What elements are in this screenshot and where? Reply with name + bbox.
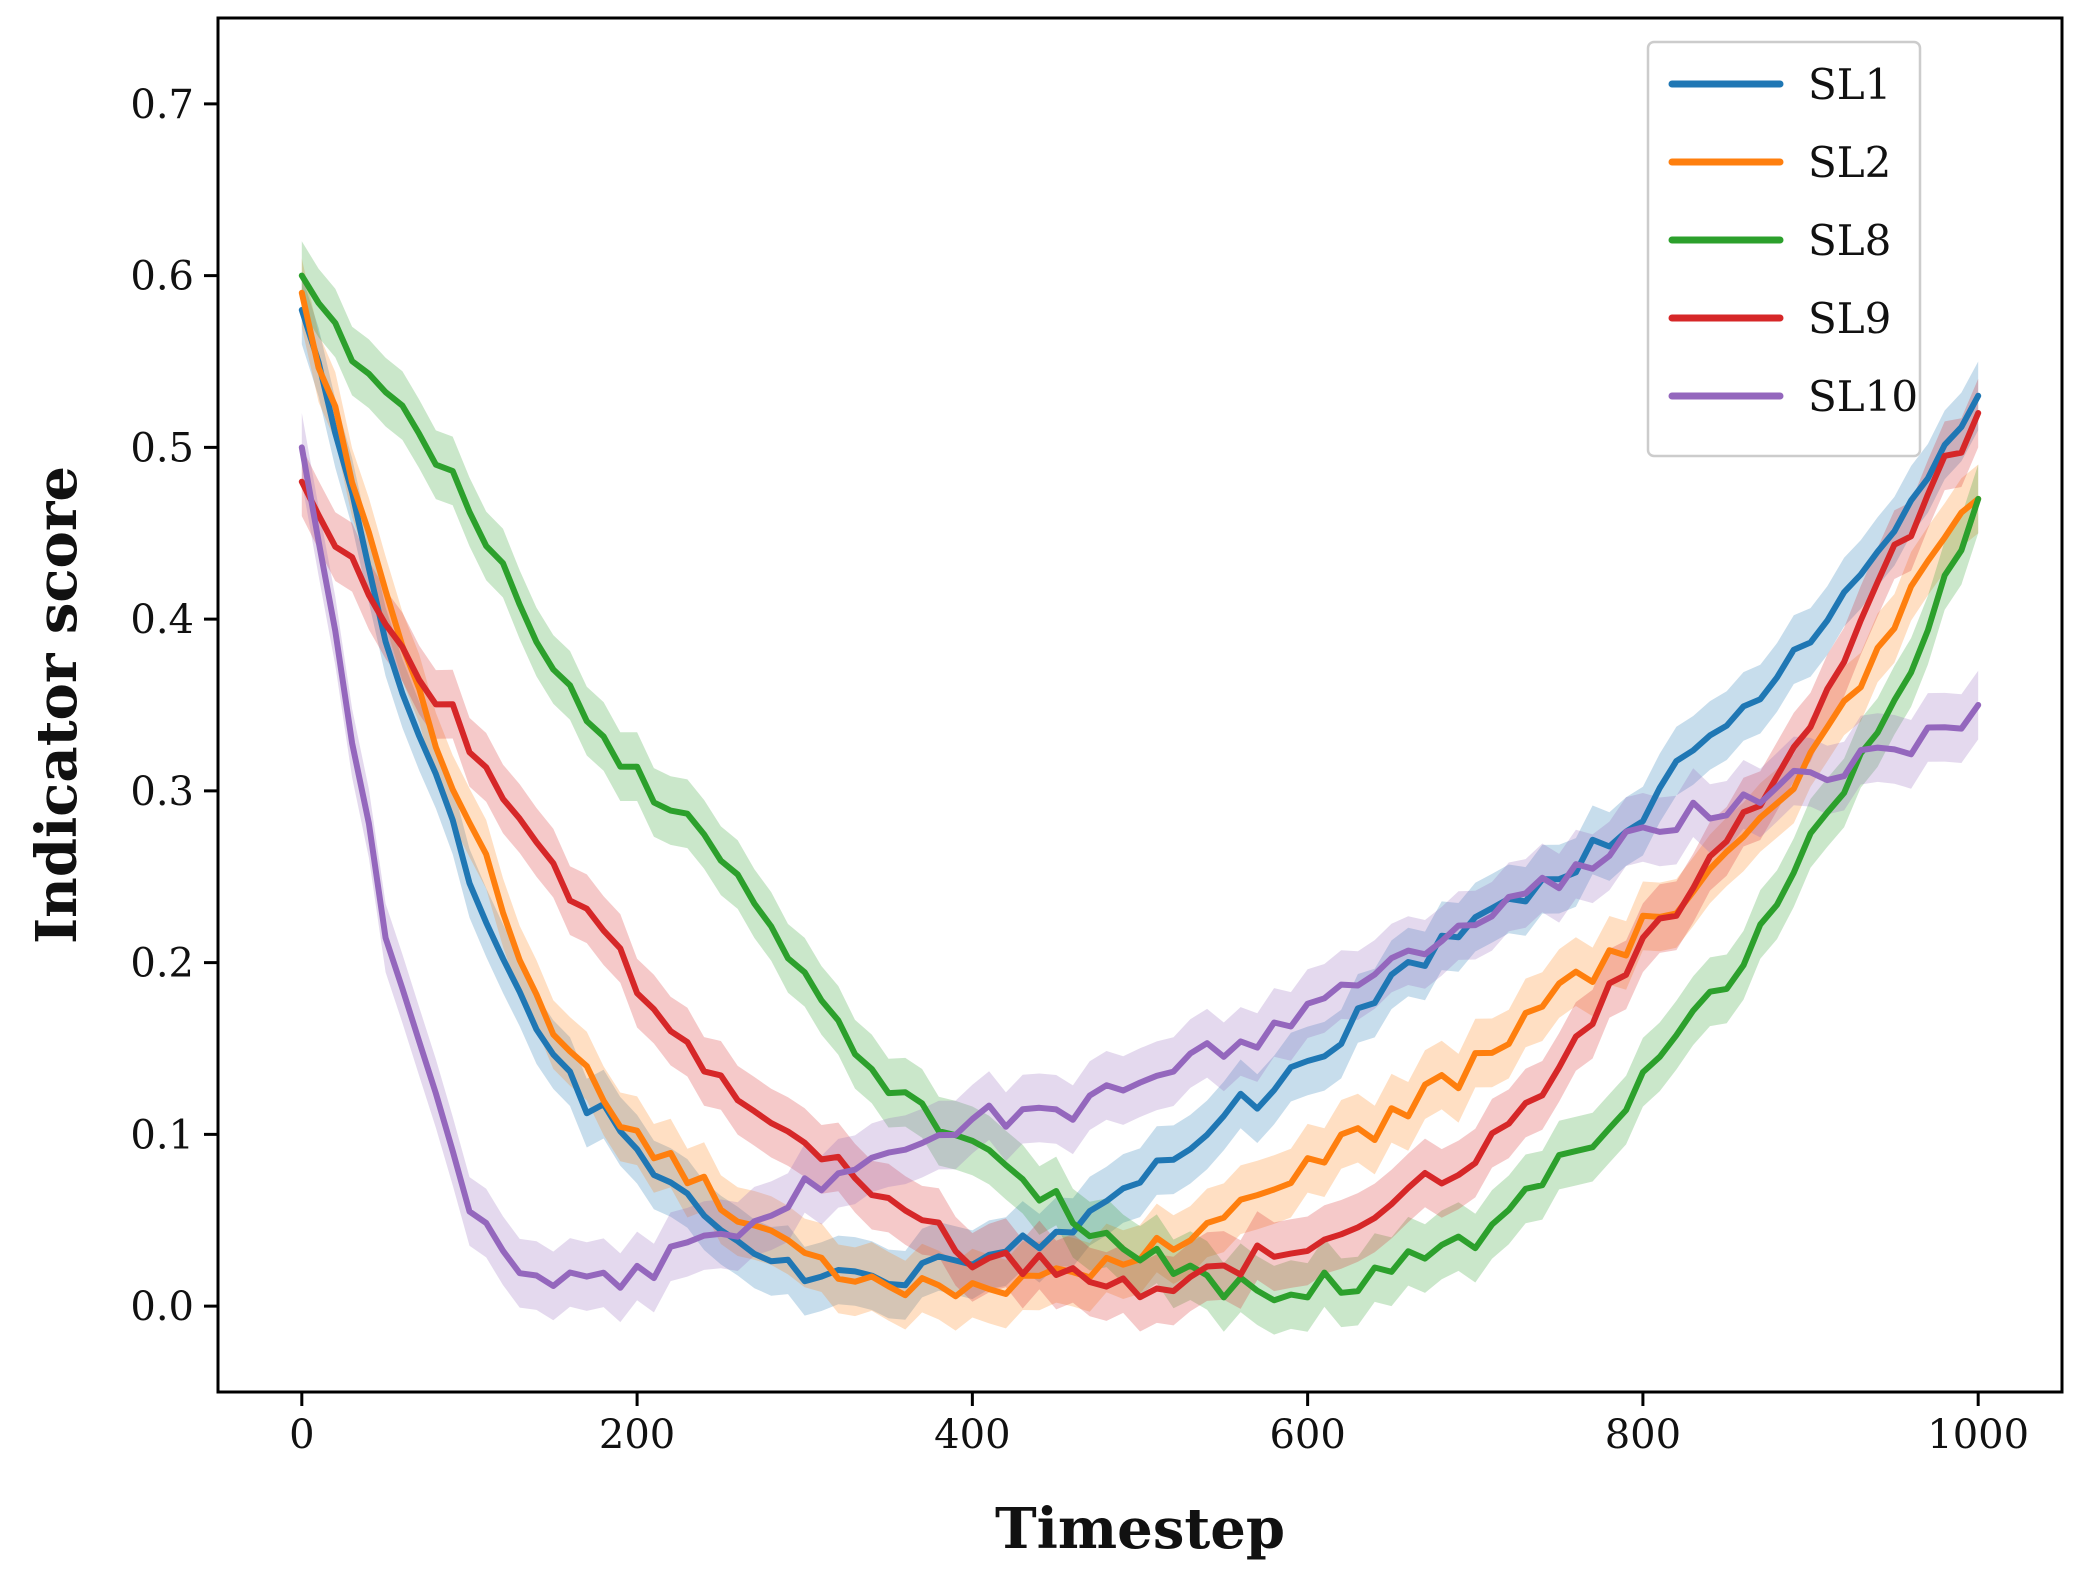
band-sl1 xyxy=(301,275,1979,1320)
y-tick-label: 0.1 xyxy=(130,1112,194,1158)
confidence-bands xyxy=(301,241,1979,1335)
band-sl8 xyxy=(301,241,1979,1335)
band-sl9 xyxy=(301,378,1979,1332)
x-axis-title: Timestep xyxy=(995,1496,1285,1562)
legend: SL1 SL2 SL8 SL9 SL10 xyxy=(1646,40,1922,458)
y-tick-label: 0.5 xyxy=(130,425,194,471)
series-lines xyxy=(298,272,1982,1304)
y-tick-label: 0.3 xyxy=(130,769,194,815)
x-axis-ticks: 0 200 400 600 800 1000 xyxy=(289,1392,2029,1458)
series-line-sl1 xyxy=(298,307,1982,1289)
x-tick-label: 400 xyxy=(934,1412,1010,1458)
band-sl10 xyxy=(301,413,1979,1323)
x-tick-label: 200 xyxy=(599,1412,675,1458)
x-tick-label: 0 xyxy=(289,1412,314,1458)
y-axis-ticks: 0.0 0.1 0.2 0.3 0.4 0.5 0.6 0.7 xyxy=(130,82,218,1330)
y-tick-label: 0.0 xyxy=(130,1284,194,1330)
series-line-sl10 xyxy=(298,444,1982,1291)
y-axis-title: Indicator score xyxy=(24,466,90,944)
legend-label-sl1: SL1 xyxy=(1808,60,1891,109)
y-tick-label: 0.7 xyxy=(130,82,194,128)
y-tick-label: 0.4 xyxy=(130,597,194,643)
x-tick-label: 1000 xyxy=(1927,1412,2029,1458)
legend-label-sl8: SL8 xyxy=(1808,216,1891,265)
legend-label-sl9: SL9 xyxy=(1808,294,1891,343)
plot-frame xyxy=(216,16,2064,1394)
y-tick-label: 0.6 xyxy=(130,254,194,300)
legend-label-sl10: SL10 xyxy=(1808,372,1918,421)
series-line-sl8 xyxy=(298,272,1982,1304)
y-tick-label: 0.2 xyxy=(130,941,194,987)
x-tick-label: 600 xyxy=(1269,1412,1345,1458)
series-line-sl9 xyxy=(298,410,1982,1301)
x-tick-label: 800 xyxy=(1605,1412,1681,1458)
legend-box xyxy=(1646,40,1922,458)
legend-label-sl2: SL2 xyxy=(1808,138,1891,187)
